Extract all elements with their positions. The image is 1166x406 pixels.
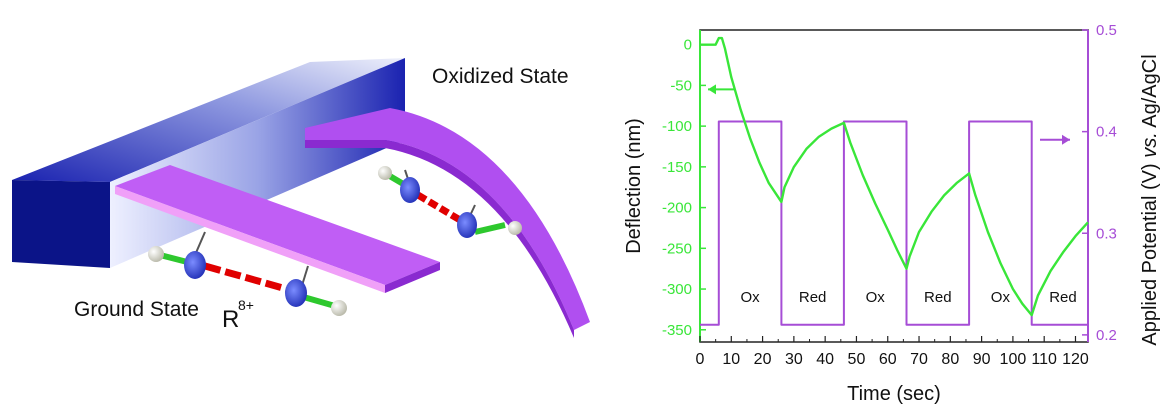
x-tick-label: 10 bbox=[722, 351, 740, 368]
x-tick-label: 30 bbox=[785, 351, 803, 368]
left-y-tick-label: -300 bbox=[662, 281, 692, 298]
right-y-tick-label: 0.5 bbox=[1096, 22, 1117, 39]
region-label: Red bbox=[1049, 289, 1077, 306]
right-y-tick-label: 0.4 bbox=[1096, 124, 1117, 141]
left-y-tick-label: 0 bbox=[684, 37, 692, 54]
deflection-series-line bbox=[700, 36, 1089, 317]
left-y-axis-label: Deflection (nm) bbox=[623, 118, 645, 254]
deflection-potential-chart: 0 10 20 30 40 50 60 70 80 90 100 110 120 0 -50 -100 -150… bbox=[623, 22, 1161, 405]
ground-cantilever bbox=[115, 165, 440, 293]
x-tick-label: 80 bbox=[941, 351, 959, 368]
molecule-charge: 8+ bbox=[238, 297, 254, 313]
oxidized-molecule bbox=[378, 166, 522, 238]
right-axis-arrowhead bbox=[1062, 134, 1070, 145]
region-label: Red bbox=[924, 289, 952, 306]
x-tick-label: 110 bbox=[1031, 351, 1057, 368]
left-y-tick-label: -150 bbox=[662, 159, 692, 176]
cantilever-illustration: Oxidized State Ground State R 8+ bbox=[12, 58, 590, 338]
region-label: Ox bbox=[740, 289, 760, 306]
molecule-label: R bbox=[222, 306, 239, 333]
x-tick-label: 50 bbox=[848, 351, 866, 368]
x-axis-label: Time (sec) bbox=[847, 383, 941, 405]
ground-state-label: Ground State bbox=[74, 298, 199, 321]
x-tick-label: 0 bbox=[696, 351, 705, 368]
left-y-tick-label: -100 bbox=[662, 118, 692, 135]
x-tick-label: 120 bbox=[1062, 351, 1089, 368]
potential-series-line bbox=[700, 120, 1088, 326]
right-y-tick-label: 0.3 bbox=[1096, 225, 1117, 242]
x-tick-label: 60 bbox=[879, 351, 897, 368]
region-label: Red bbox=[799, 289, 827, 306]
left-axis-arrowhead bbox=[708, 84, 716, 95]
left-y-tick-label: -350 bbox=[662, 322, 692, 339]
x-tick-label: 20 bbox=[754, 351, 772, 368]
oxidized-state-label: Oxidized State bbox=[432, 65, 569, 88]
x-tick-label: 90 bbox=[973, 351, 991, 368]
x-tick-label: 40 bbox=[816, 351, 834, 368]
left-y-tick-label: -250 bbox=[662, 240, 692, 257]
region-label: Ox bbox=[991, 289, 1011, 306]
oxidized-cantilever bbox=[305, 108, 590, 338]
ground-molecule bbox=[148, 231, 347, 316]
left-y-tick-label: -50 bbox=[670, 77, 692, 94]
x-tick-label: 100 bbox=[1000, 351, 1027, 368]
right-y-tick-label: 0.2 bbox=[1096, 327, 1117, 344]
right-y-axis-label: Applied Potential (V) vs. Ag/AgCl bbox=[1139, 54, 1161, 345]
region-label: Ox bbox=[866, 289, 886, 306]
x-tick-label: 70 bbox=[910, 351, 928, 368]
left-y-tick-label: -200 bbox=[662, 200, 692, 217]
